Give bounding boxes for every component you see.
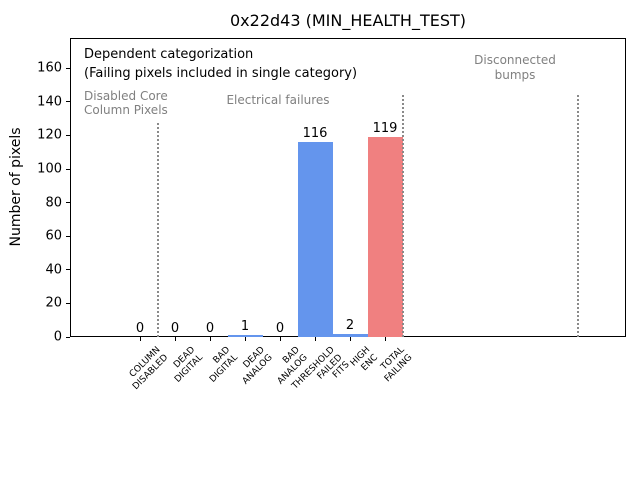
bar — [297, 142, 333, 337]
bar-value-label: 0 — [275, 321, 285, 336]
separator-line — [401, 95, 404, 337]
annotation: Dependent categorization (Failing pixels… — [84, 47, 358, 81]
bar — [367, 137, 403, 337]
y-tick-mark — [66, 202, 70, 204]
y-tick-mark — [66, 134, 70, 136]
separator-line — [156, 123, 159, 337]
x-tick-label-text: HIGH ENC — [348, 345, 380, 373]
bar-value-label: 116 — [302, 126, 328, 142]
y-tick-label: 0 — [53, 329, 62, 345]
y-tick-mark — [66, 101, 70, 103]
bar-value-label: 0 — [135, 321, 145, 336]
bar-value-label: 0 — [170, 321, 180, 336]
y-tick-mark — [66, 336, 70, 338]
y-tick-label: 80 — [45, 195, 62, 211]
y-tick-label: 160 — [37, 60, 62, 76]
annotation: Disconnected bumps — [474, 53, 556, 82]
separator-line — [576, 95, 579, 337]
x-tick-label-text: TOTAL FAILING — [379, 345, 415, 384]
annotation: Disabled Core Column Pixels — [84, 89, 168, 117]
x-tick-label-text: DEAD DIGITAL — [171, 345, 205, 385]
bar — [227, 335, 263, 337]
y-tick-mark — [66, 235, 70, 237]
y-tick-label: 120 — [37, 127, 62, 143]
y-tick-label: 40 — [45, 262, 62, 278]
x-tick-label-text: DEAD ANALOG — [240, 345, 275, 387]
bar — [332, 333, 368, 337]
x-tick-mark — [350, 337, 351, 341]
bar-value-label: 2 — [345, 317, 355, 333]
chart-title: 0x22d43 (MIN_HEALTH_TEST) — [230, 11, 466, 30]
y-tick-label: 20 — [45, 295, 62, 311]
x-tick-label-text: BAD DIGITAL — [207, 345, 240, 385]
bar-value-label: 119 — [372, 121, 398, 137]
x-tick-mark — [385, 337, 386, 341]
y-tick-mark — [66, 302, 70, 304]
y-axis-label-text: Number of pixels — [8, 127, 24, 247]
x-tick-mark — [210, 337, 211, 341]
x-tick-mark — [280, 337, 281, 341]
x-tick-label-text: COLUMN DISABLED — [127, 345, 170, 392]
x-tick-mark — [175, 337, 176, 341]
y-tick-label: 100 — [37, 161, 62, 177]
y-tick-mark — [66, 67, 70, 69]
y-tick-mark — [66, 269, 70, 271]
bar-value-label: 1 — [240, 319, 250, 335]
y-tick-label: 140 — [37, 94, 62, 110]
bar-value-label: 0 — [205, 321, 215, 336]
y-tick-mark — [66, 168, 70, 170]
annotation: Electrical failures — [226, 93, 330, 107]
x-tick-mark — [245, 337, 246, 341]
x-tick-mark — [140, 337, 141, 341]
x-tick-mark — [315, 337, 316, 341]
y-tick-label: 60 — [45, 228, 62, 244]
